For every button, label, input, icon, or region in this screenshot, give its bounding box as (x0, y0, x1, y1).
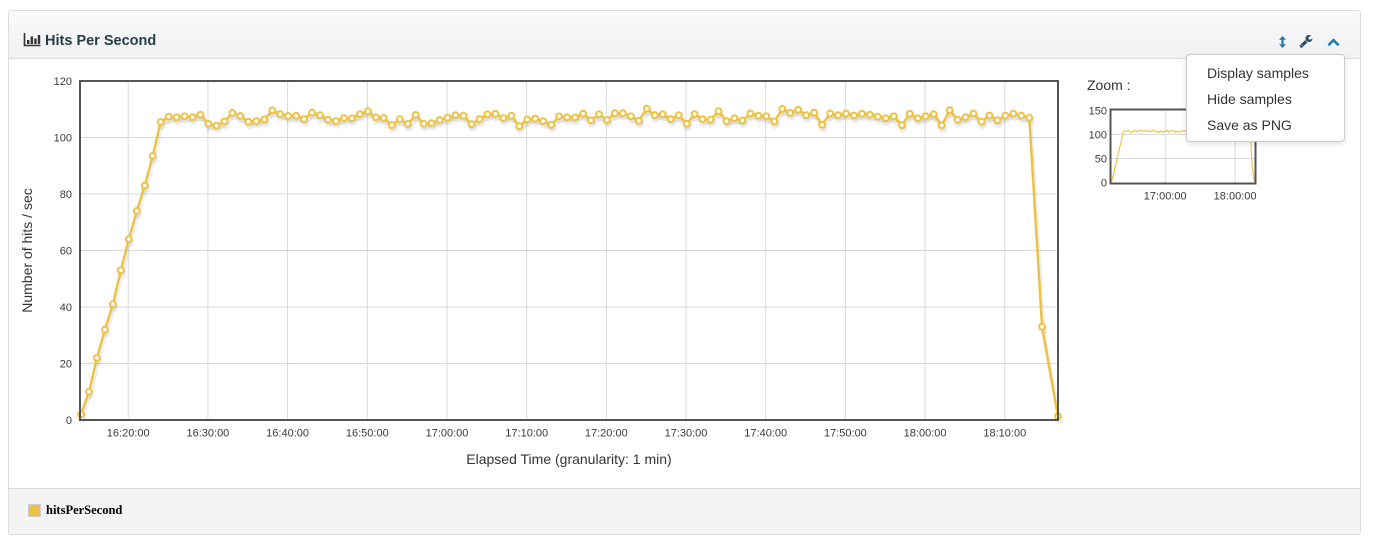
svg-text:50: 50 (1095, 154, 1107, 166)
svg-text:40: 40 (60, 302, 72, 314)
svg-text:60: 60 (60, 246, 72, 258)
svg-text:17:20:00: 17:20:00 (585, 428, 628, 440)
svg-text:17:30:00: 17:30:00 (665, 428, 708, 440)
svg-text:16:50:00: 16:50:00 (346, 428, 389, 440)
svg-text:17:00:00: 17:00:00 (426, 428, 469, 440)
svg-text:Elapsed Time (granularity: 1 m: Elapsed Time (granularity: 1 min) (466, 451, 671, 467)
svg-text:100: 100 (54, 133, 72, 145)
svg-text:17:40:00: 17:40:00 (744, 428, 787, 440)
svg-text:16:30:00: 16:30:00 (186, 428, 229, 440)
svg-text:0: 0 (1101, 178, 1107, 190)
svg-text:18:00:00: 18:00:00 (904, 428, 947, 440)
svg-text:18:10:00: 18:10:00 (983, 428, 1026, 440)
svg-text:17:50:00: 17:50:00 (824, 428, 867, 440)
svg-text:150: 150 (1089, 106, 1107, 118)
svg-text:120: 120 (54, 76, 72, 88)
svg-text:100: 100 (1089, 130, 1107, 142)
svg-text:17:10:00: 17:10:00 (505, 428, 548, 440)
svg-text:Zoom :: Zoom : (1087, 77, 1131, 93)
svg-text:0: 0 (66, 415, 72, 427)
svg-text:20: 20 (60, 359, 72, 371)
svg-text:16:20:00: 16:20:00 (107, 428, 150, 440)
svg-text:16:40:00: 16:40:00 (266, 428, 309, 440)
svg-text:Number of hits / sec: Number of hits / sec (19, 188, 35, 313)
svg-text:17:00:00: 17:00:00 (1144, 191, 1187, 203)
svg-text:18:00:00: 18:00:00 (1214, 191, 1257, 203)
svg-text:80: 80 (60, 189, 72, 201)
